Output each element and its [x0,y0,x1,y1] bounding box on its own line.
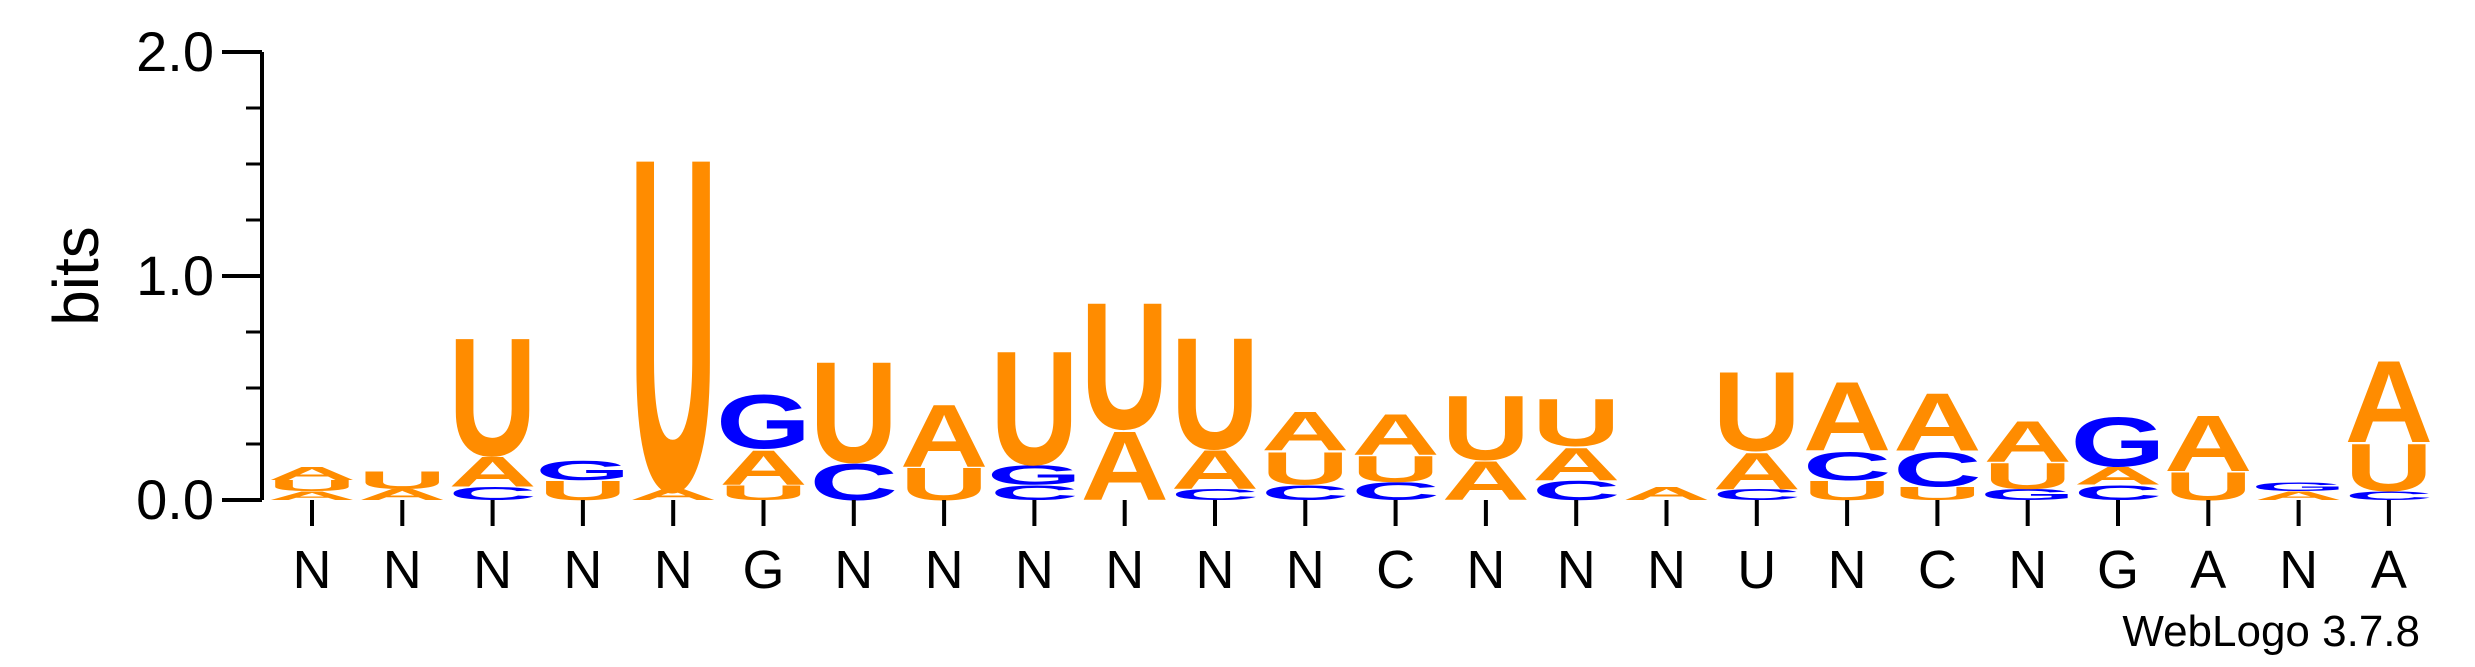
logo-letter-g: G [2070,403,2165,481]
logo-letter-a: A [2074,462,2162,490]
logo-letter-c: C [990,481,1078,505]
x-position-label: C [1376,540,1415,600]
logo-letter-u: U [810,332,898,493]
y-tick-label: 0.0 [136,468,214,531]
logo-letter-g: G [987,459,1082,490]
logo-letter-g: G [716,379,811,465]
logo-letter-u: U [1351,449,1439,490]
logo-letter-c: C [1893,442,1981,497]
x-position-label: G [742,540,784,600]
x-position-label: U [1737,540,1776,600]
logo-letter-c: C [1803,444,1891,488]
x-position-label: N [1466,540,1505,600]
logo-letter-a: A [268,463,356,484]
logo-letter-u: U [448,304,536,492]
logo-letter-a: A [1984,410,2072,475]
y-tick-label: 1.0 [136,244,214,307]
logo-letter-a: A [900,386,988,486]
x-position-label: N [1196,540,1235,600]
logo-letter-a: A [358,486,446,503]
logo-letter-u: U [268,477,356,494]
logo-letter-c: C [448,483,536,504]
x-position-label: N [383,540,422,600]
x-position-label: N [563,540,602,600]
logo-letter-g: G [1980,486,2075,503]
logo-letter-a: A [1261,401,1349,463]
logo-letter-a: A [719,440,807,495]
logo-letter-a: A [268,489,356,503]
logo-letter-c: C [2345,489,2433,503]
x-position-label: N [1015,540,1054,600]
logo-letter-a: A [2164,399,2252,488]
logo-letter-u: U [1442,376,1530,479]
logo-letter-g: G [535,455,630,486]
logo-letter-u: U [1171,305,1259,484]
x-position-label: N [2279,540,2318,600]
logo-letter-a: A [629,486,717,503]
logo-letter-u: U [1893,483,1981,504]
logo-letter-a: A [1713,442,1801,500]
x-position-label: C [1918,540,1957,600]
x-position-label: N [1557,540,1596,600]
x-position-label: A [2190,540,2226,600]
logo-letter-a: A [1532,438,1620,490]
logo-letter-u: U [1261,442,1349,494]
logo-letter-a: A [1171,439,1259,501]
logo-letter-u: U [1713,348,1801,475]
logo-letter-a: A [1351,403,1439,468]
x-position-label: N [293,540,332,600]
logo-letter-c: C [1713,486,1801,503]
x-position-label: N [1286,540,1325,600]
logo-letter-u: U [990,318,1078,499]
logo-letter-a: A [1622,483,1710,504]
x-position-label: G [2097,540,2139,600]
logo-letter-g: G [2251,480,2346,494]
logo-letter-u: U [1984,456,2072,497]
logo-letter-u: U [719,481,807,505]
weblogo-version-label: WebLogo 3.7.8 [2122,607,2420,656]
x-position-label: N [2008,540,2047,600]
x-position-label: N [834,540,873,600]
logo-letter-u: U [358,467,446,495]
y-tick-label: 2.0 [136,20,214,83]
x-position-label: N [654,540,693,600]
logo-letter-a: A [448,448,536,496]
x-position-label: N [925,540,964,600]
logo-letter-c: C [1171,486,1259,503]
logo-letter-a: A [2254,489,2342,503]
x-position-label: N [1647,540,1686,600]
logo-letter-c: C [1261,481,1349,505]
x-position-label: N [1828,540,1867,600]
x-position-label: A [2371,540,2407,600]
logo-letter-a: A [2345,337,2433,467]
logo-letter-a: A [1803,363,1891,472]
logo-letter-a: A [1893,376,1981,469]
x-position-label: N [1105,540,1144,600]
logo-letter-u: U [1532,385,1620,460]
y-axis-label: bits [40,226,112,326]
x-position-label: N [473,540,512,600]
logo-letter-c: C [2074,481,2162,505]
logo-letter-u: U [2345,430,2433,505]
logo-letter-u: U [1081,264,1169,467]
y-axis: 0.0 1.0 2.0 [136,20,264,531]
